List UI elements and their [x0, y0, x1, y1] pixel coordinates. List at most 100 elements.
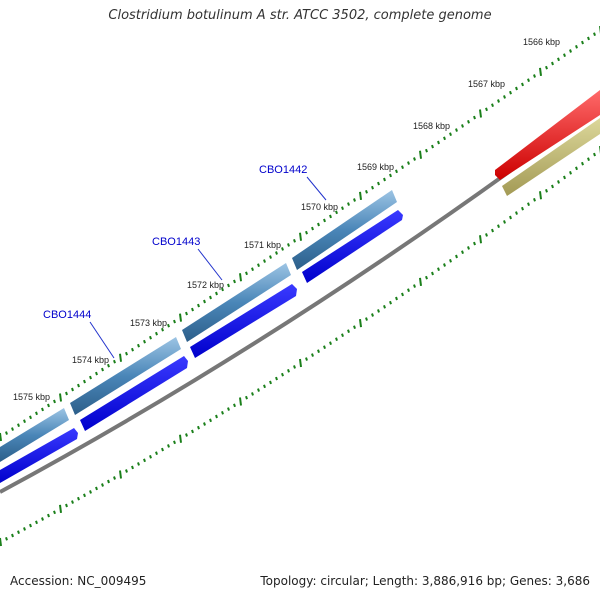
tick-mark: [263, 384, 266, 389]
tick-mark: [29, 415, 32, 420]
tick-mark: [545, 65, 548, 70]
tick-mark: [377, 181, 380, 186]
tick-mark: [563, 175, 566, 180]
tick-mark: [347, 202, 350, 206]
tick-mark: [155, 451, 158, 456]
tick-mark: [419, 150, 422, 159]
tick-mark: [401, 292, 404, 297]
tick-mark: [521, 206, 524, 211]
scale-label: 1571 kbp: [244, 240, 281, 250]
tick-mark: [317, 349, 320, 354]
tick-mark: [287, 368, 290, 373]
feature-red[interactable]: [495, 90, 600, 180]
tick-mark: [95, 486, 98, 491]
summary-text: Topology: circular; Length: 3,886,916 bp…: [260, 574, 590, 588]
tick-mark: [77, 383, 80, 388]
tick-mark: [47, 513, 50, 518]
cbo1443-connector: [197, 248, 223, 281]
tick-mark: [527, 78, 530, 83]
tick-mark: [587, 36, 590, 41]
tick-mark: [215, 414, 218, 419]
tick-mark: [83, 493, 86, 498]
tick-mark: [137, 462, 140, 466]
tick-mark: [173, 319, 176, 324]
scale-label: 1572 kbp: [187, 280, 224, 290]
gene-label-cbo1444[interactable]: CBO1444: [43, 309, 91, 321]
tick-mark: [47, 403, 50, 408]
tick-mark: [593, 152, 596, 157]
tick-mark: [125, 469, 128, 473]
scale-label: 1570 kbp: [301, 202, 338, 212]
gene-arrow-4[interactable]: [0, 428, 78, 483]
tick-mark: [497, 99, 500, 103]
tick-mark: [0, 432, 2, 442]
tick-mark: [233, 403, 236, 408]
tick-mark: [167, 444, 170, 448]
tick-mark: [77, 496, 80, 501]
tick-mark: [131, 347, 134, 352]
gene-bar-cbo1442-light[interactable]: [292, 190, 397, 270]
tick-mark: [455, 254, 458, 259]
tick-mark: [143, 458, 146, 463]
scale-label: 1574 kbp: [72, 355, 109, 365]
tick-mark: [281, 247, 284, 251]
tick-mark: [413, 157, 416, 161]
tick-mark: [239, 397, 242, 406]
tick-mark: [287, 243, 290, 247]
tick-mark: [431, 271, 434, 276]
tick-mark: [425, 275, 428, 280]
tick-mark: [467, 246, 470, 250]
tick-mark: [515, 86, 518, 91]
accession-text: Accession: NC_009495: [10, 574, 147, 588]
tick-mark: [455, 128, 458, 132]
tick-mark: [179, 434, 182, 443]
tick-mark: [11, 427, 14, 431]
tick-mark: [485, 233, 488, 237]
tick-mark: [113, 359, 116, 364]
tick-mark: [89, 375, 92, 380]
gene-arrow-2[interactable]: [190, 284, 297, 358]
gene-bar-cbo1444-light[interactable]: [70, 337, 181, 415]
cbo1442-connector: [306, 176, 327, 201]
tick-mark: [539, 191, 542, 200]
gene-label-cbo1442[interactable]: CBO1442: [259, 164, 307, 176]
tick-mark: [263, 259, 266, 263]
tick-mark: [323, 218, 326, 223]
gene-track-light: [0, 190, 397, 462]
gene-bar-left-light[interactable]: [0, 408, 69, 462]
gene-bar-cbo1443-light[interactable]: [182, 263, 291, 342]
tick-mark: [275, 251, 278, 255]
tick-mark: [29, 523, 32, 528]
tick-mark: [551, 184, 554, 189]
tick-mark: [71, 387, 74, 392]
scale-label: 1569 kbp: [357, 162, 394, 172]
tick-mark: [383, 177, 386, 182]
tick-mark: [251, 392, 254, 396]
tick-mark: [41, 407, 44, 412]
tick-mark: [155, 331, 158, 336]
tick-mark: [143, 339, 146, 344]
tick-mark: [575, 166, 578, 171]
tick-mark: [89, 490, 92, 494]
tick-mark: [323, 345, 326, 350]
gene-label-cbo1443[interactable]: CBO1443: [152, 236, 200, 248]
tick-mark: [53, 399, 56, 404]
tick-mark: [503, 95, 506, 99]
gene-arrow-3[interactable]: [80, 356, 188, 431]
gene-arrow-1[interactable]: [302, 210, 403, 283]
tick-mark: [353, 198, 356, 202]
tick-mark: [83, 379, 86, 384]
tick-mark: [95, 371, 98, 376]
feature-olive[interactable]: [502, 118, 600, 196]
tick-mark: [257, 263, 260, 268]
tick-mark: [467, 119, 470, 124]
tick-mark: [197, 425, 200, 430]
tick-mark: [509, 90, 512, 95]
scale-label: 1573 kbp: [130, 318, 167, 328]
tick-mark: [503, 220, 506, 224]
tick-mark: [473, 241, 476, 246]
tick-mark: [281, 372, 284, 377]
tick-mark: [347, 329, 350, 334]
tick-mark: [389, 173, 392, 178]
